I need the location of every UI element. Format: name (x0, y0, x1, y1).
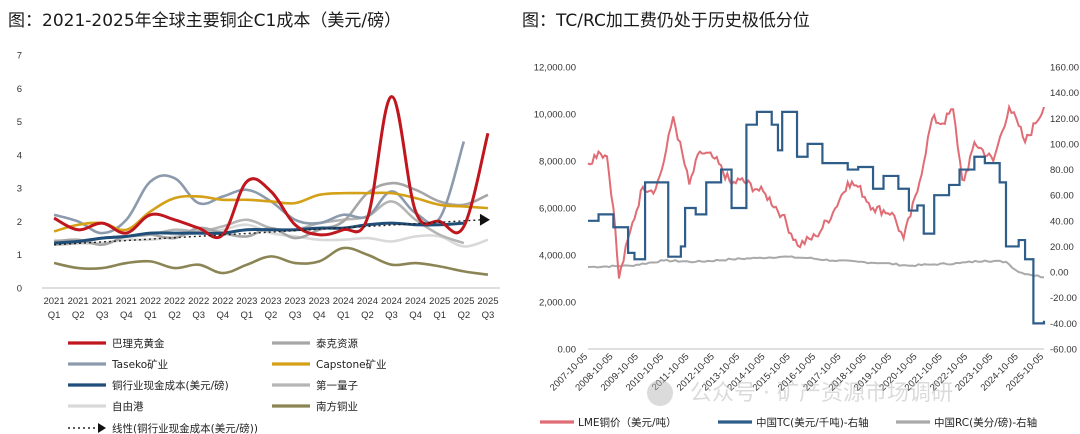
left-x-tick-quarter: Q2 (457, 310, 470, 321)
left-y-tick-label: 0 (17, 284, 22, 295)
left-x-tick-quarter: Q1 (433, 310, 446, 321)
right-right-y-tick-label: 80.00 (1050, 165, 1074, 176)
left-x-tick-year: 2021 (92, 296, 113, 307)
left-x-tick-quarter: Q1 (48, 310, 61, 321)
right-right-y-tick-label: 20.00 (1050, 242, 1074, 253)
left-chart-title: 图：2021-2025年全球主要铜企C1成本（美元/磅） (8, 11, 402, 31)
left-y-tick-label: 4 (17, 150, 22, 161)
right-right-y-tick-label: -20.00 (1050, 293, 1077, 304)
left-x-tick-quarter: Q3 (289, 310, 302, 321)
legend-label-freeport: 自由港 (112, 400, 144, 413)
right-right-y-tick-label: 100.00 (1050, 139, 1079, 150)
left-x-tick-quarter: Q3 (482, 310, 495, 321)
left-x-tick-quarter: Q1 (144, 310, 157, 321)
left-series-line-barrick (53, 95, 490, 240)
legend-label-lme: LME铜价（美元/吨） (578, 416, 677, 429)
legend-label-trend: 线性(铜行业现金成本(美元/磅)) (112, 422, 258, 434)
left-series-line-taseko (53, 141, 466, 235)
right-left-y-tick-label: 12,000.00 (534, 63, 576, 74)
legend-label-tc: 中国TC(美元/千吨)-右轴 (756, 416, 869, 429)
left-x-tick-quarter: Q1 (337, 310, 350, 321)
left-x-tick-year: 2022 (188, 296, 209, 307)
right-left-y-tick-label: 10,000.00 (534, 110, 576, 121)
left-x-tick-year: 2025 (429, 296, 450, 307)
left-x-tick-year: 2021 (116, 296, 137, 307)
left-y-tick-label: 7 (17, 51, 22, 62)
watermark-text: 公众号 · 矿产资源市场调研 (690, 381, 953, 406)
left-y-tick-label: 3 (17, 184, 22, 195)
right-right-y-tick-label: 160.00 (1050, 63, 1079, 74)
left-x-tick-quarter: Q4 (409, 310, 422, 321)
left-x-tick-quarter: Q2 (361, 310, 374, 321)
left-x-tick-year: 2023 (309, 296, 330, 307)
left-x-tick-year: 2024 (333, 296, 354, 307)
left-x-tick-quarter: Q3 (385, 310, 398, 321)
left-y-tick-label: 5 (17, 117, 22, 128)
right-right-y-tick-label: -60.00 (1050, 345, 1077, 356)
right-right-y-tick-label: 140.00 (1050, 88, 1079, 99)
legend-label-taseko: Taseko矿业 (111, 358, 168, 371)
left-x-tick-quarter: Q1 (241, 310, 254, 321)
left-series-line-capstone (53, 191, 489, 233)
right-series-line-rc (587, 255, 1044, 279)
left-series-line-southern (53, 246, 489, 276)
legend-swatch-trend-arrow (98, 423, 106, 433)
left-x-tick-year: 2024 (357, 296, 378, 307)
legend-label-capstone: Capstone矿业 (316, 358, 387, 371)
left-x-tick-year: 2025 (453, 296, 474, 307)
left-x-tick-quarter: Q2 (168, 310, 181, 321)
left-y-tick-label: 1 (17, 250, 22, 261)
left-x-tick-quarter: Q4 (120, 310, 133, 321)
right-right-y-tick-label: 0.00 (1050, 268, 1069, 279)
left-x-tick-year: 2025 (477, 296, 498, 307)
left-x-tick-year: 2021 (43, 296, 64, 307)
left-x-tick-year: 2021 (68, 296, 89, 307)
left-trendline-arrow (479, 213, 490, 226)
left-series-line-industry (53, 221, 464, 245)
right-left-y-tick-label: 8,000.00 (539, 157, 576, 168)
right-left-y-tick-label: 2,000.00 (539, 298, 576, 309)
left-x-tick-year: 2023 (260, 296, 281, 307)
right-series-line-tc (588, 110, 1046, 325)
left-x-tick-quarter: Q4 (216, 310, 229, 321)
right-right-y-tick-label: 120.00 (1050, 114, 1079, 125)
left-series-line-freeport (53, 223, 489, 248)
right-left-y-tick-label: 0.00 (558, 345, 577, 356)
right-right-y-tick-label: 60.00 (1050, 191, 1074, 202)
left-trendline (54, 219, 482, 246)
left-x-tick-quarter: Q2 (72, 310, 85, 321)
right-right-y-tick-label: -40.00 (1050, 319, 1077, 330)
left-x-tick-year: 2022 (140, 296, 161, 307)
legend-label-industry: 铜行业现金成本(美元/磅) (112, 379, 229, 392)
left-x-tick-quarter: Q2 (265, 310, 278, 321)
left-x-tick-quarter: Q3 (192, 310, 205, 321)
legend-label-barrick: 巴理克黄金 (112, 337, 165, 350)
legend-label-southern: 南方铜业 (316, 400, 358, 413)
left-y-tick-label: 6 (17, 84, 22, 95)
right-chart-title: 图：TC/RC加工费仍处于历史极低分位 (522, 11, 810, 31)
left-x-tick-quarter: Q4 (313, 310, 326, 321)
right-left-y-tick-label: 4,000.00 (539, 251, 576, 262)
left-x-tick-year: 2023 (236, 296, 257, 307)
left-x-tick-quarter: Q3 (96, 310, 109, 321)
legend-label-rc: 中国RC(美分/磅)-右轴 (934, 416, 1037, 429)
left-x-tick-year: 2022 (212, 296, 233, 307)
right-series-line-lme (587, 103, 1045, 279)
left-x-tick-year: 2023 (285, 296, 306, 307)
left-x-tick-year: 2024 (405, 296, 426, 307)
left-x-tick-year: 2022 (164, 296, 185, 307)
left-y-tick-label: 2 (17, 217, 22, 228)
legend-label-teck: 泰克资源 (316, 337, 358, 350)
right-left-y-tick-label: 6,000.00 (539, 204, 576, 215)
left-x-tick-year: 2024 (381, 296, 402, 307)
watermark-logo-icon (647, 380, 673, 406)
right-right-y-tick-label: 40.00 (1050, 216, 1074, 227)
legend-label-firstquantum: 第一量子 (316, 379, 358, 392)
